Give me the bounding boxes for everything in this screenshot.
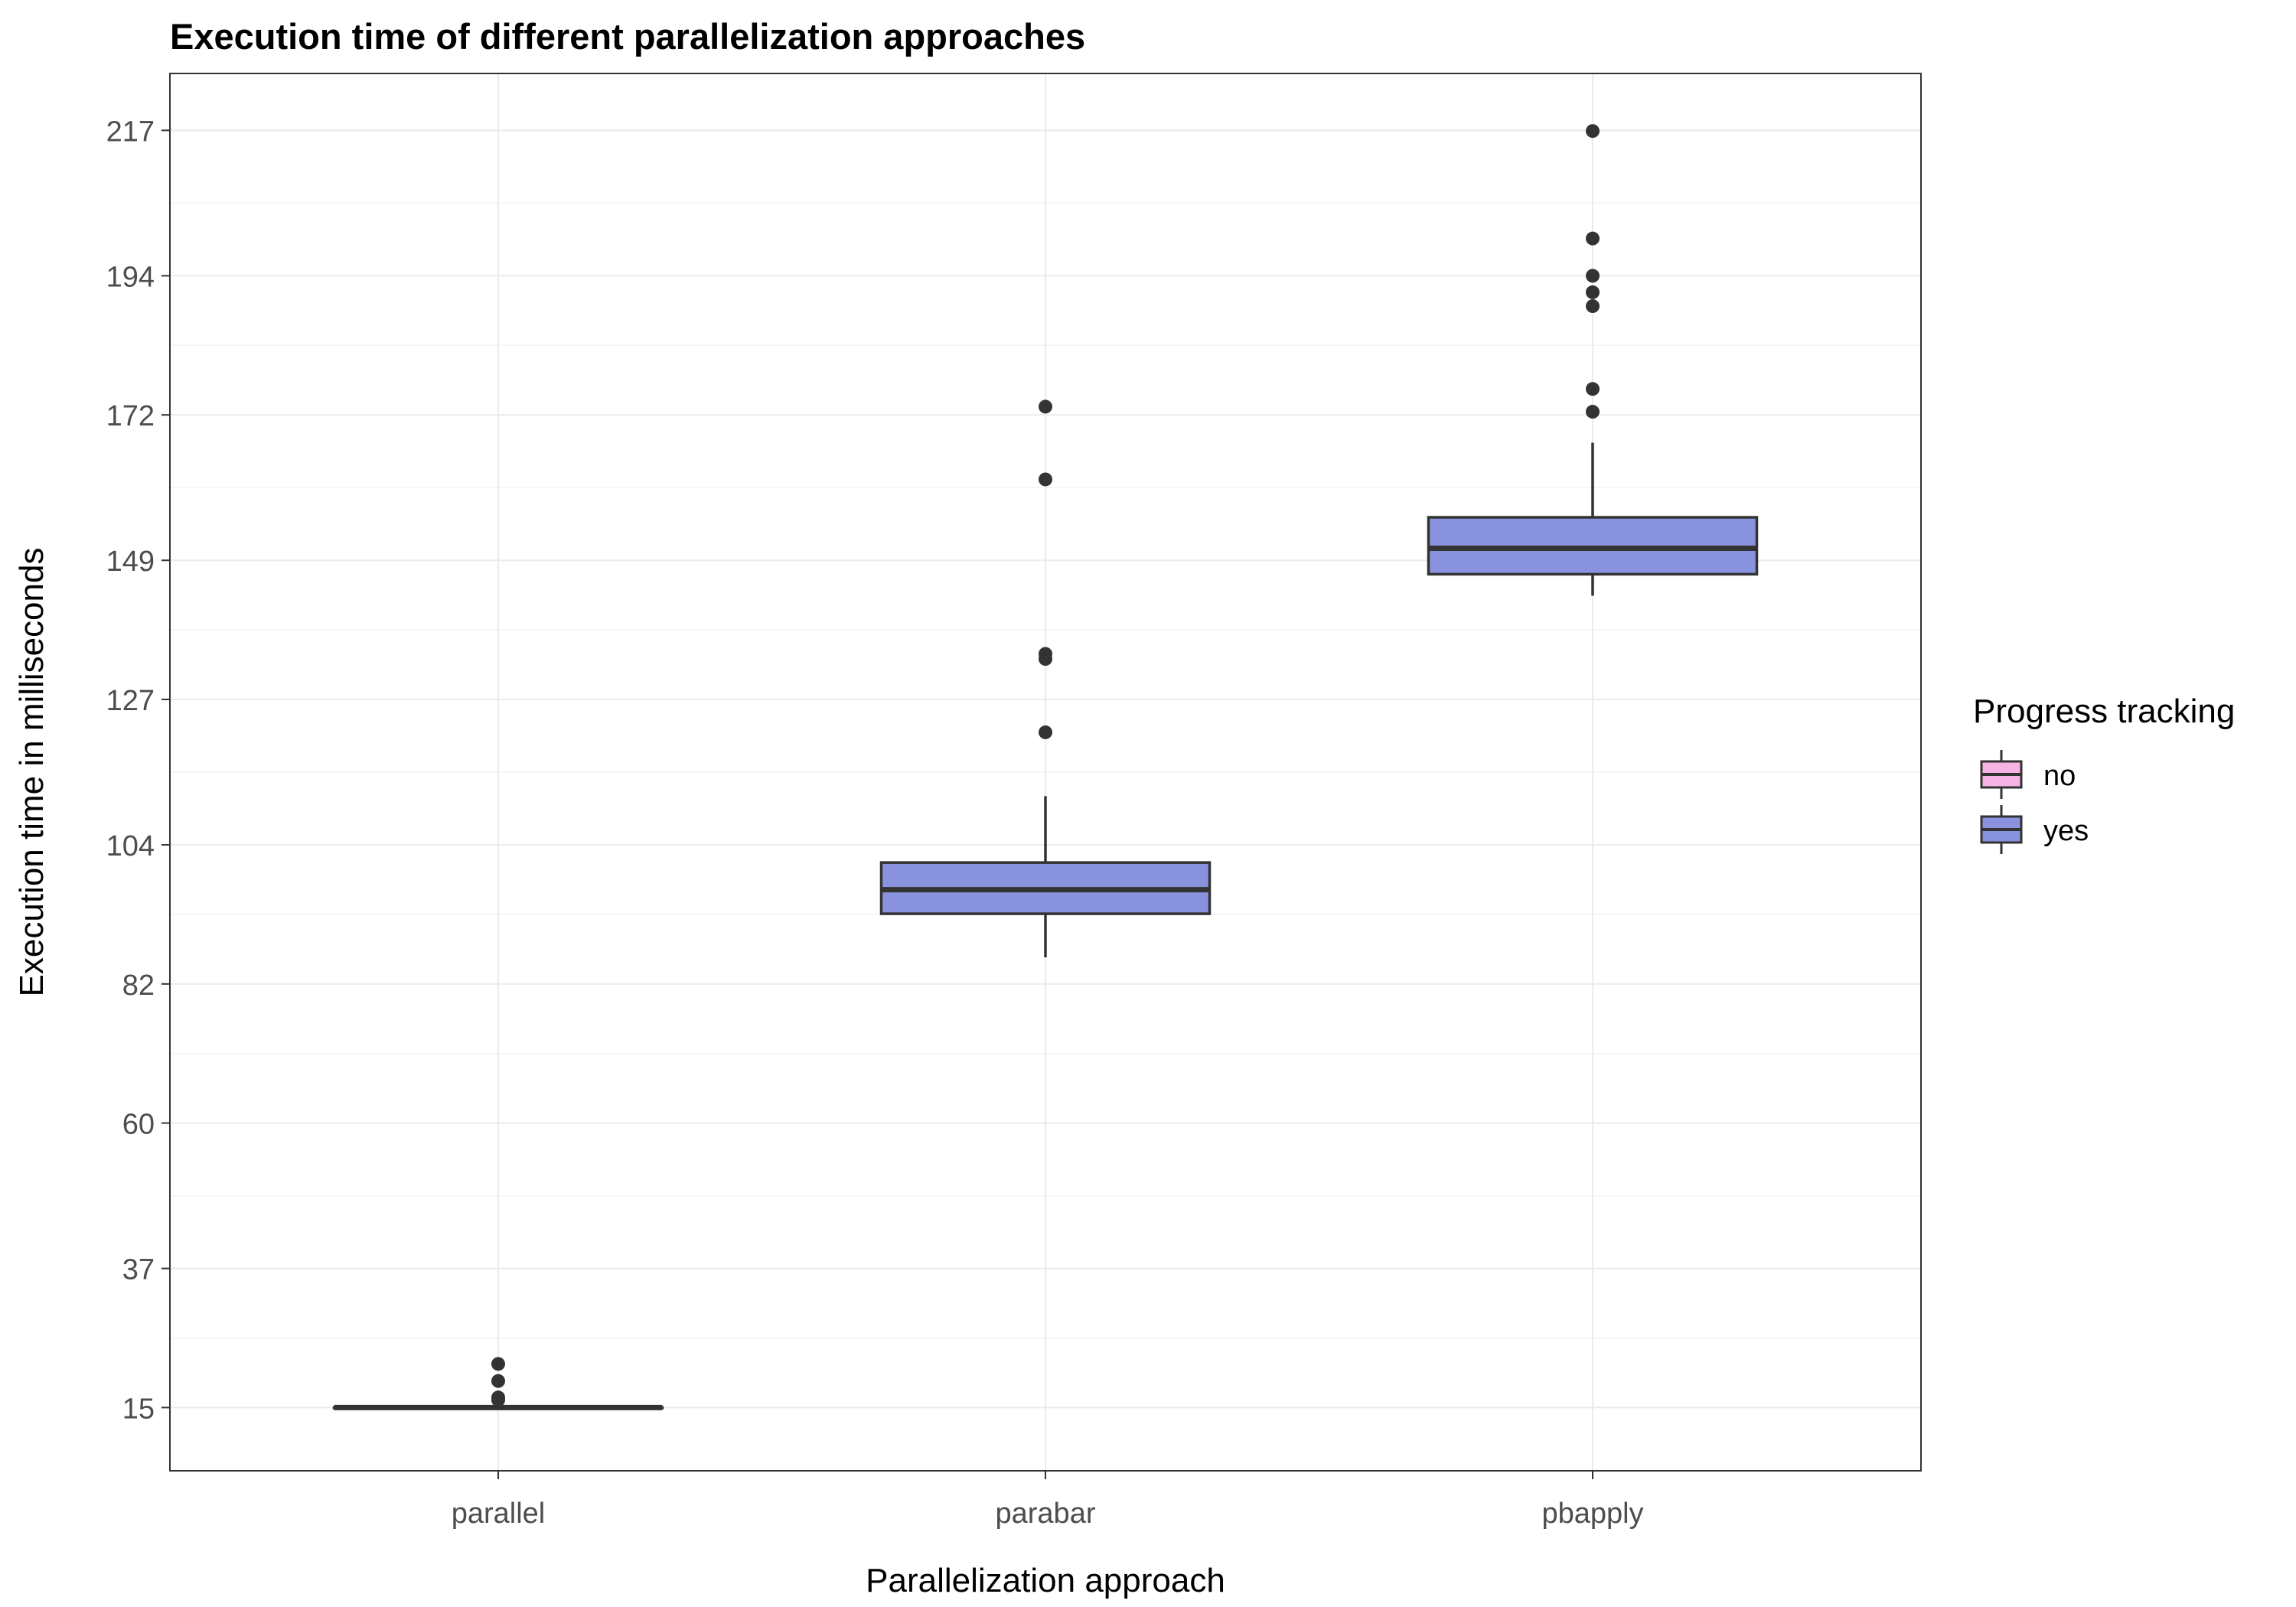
x-tick-label: parallel [452, 1498, 546, 1530]
outlier-point [1586, 285, 1600, 299]
outlier-point [1586, 299, 1600, 314]
y-tick-label: 37 [122, 1254, 155, 1286]
legend-item-no: no [1980, 750, 2076, 799]
outlier-point [491, 1374, 505, 1388]
outlier-point [491, 1390, 505, 1405]
outlier-point [1586, 405, 1600, 419]
box-layer [332, 124, 1759, 1410]
legend-item-yes: yes [1980, 805, 2089, 854]
legend-label: no [2043, 760, 2076, 792]
grid-lines [170, 73, 1921, 1471]
y-tick-label: 217 [106, 116, 155, 148]
outlier-point [1586, 124, 1600, 139]
chart-title: Execution time of different parallelizat… [170, 16, 1085, 57]
outlier-point [1039, 647, 1052, 661]
outlier-point [1039, 399, 1052, 414]
boxplot-pbapply [1427, 124, 1759, 596]
boxplot-parabar [879, 399, 1212, 958]
boxplot-parallel [332, 1357, 664, 1410]
y-axis-title: Execution time in milliseconds [13, 548, 51, 997]
outlier-point [1039, 472, 1052, 487]
outlier-point [1039, 725, 1052, 739]
y-tick-label: 82 [122, 970, 155, 1002]
x-axis: parallel parabar pbapply [452, 1471, 1644, 1530]
outlier-point [491, 1357, 505, 1371]
y-axis: 15 37 60 82 104 127 149 172 194 217 [106, 116, 170, 1425]
legend: Progress tracking no yes [1973, 693, 2235, 854]
outlier-point [1586, 231, 1600, 246]
y-tick-label: 60 [122, 1109, 155, 1141]
y-tick-label: 127 [106, 685, 155, 717]
outlier-point [1586, 269, 1600, 283]
x-tick-label: pbapply [1541, 1498, 1643, 1530]
legend-title: Progress tracking [1973, 693, 2235, 730]
y-tick-label: 172 [106, 400, 155, 432]
x-axis-title: Parallelization approach [866, 1562, 1225, 1599]
legend-entries: no yes [1980, 750, 2089, 854]
legend-label: yes [2043, 815, 2089, 847]
x-tick-label: parabar [996, 1498, 1096, 1530]
y-tick-label: 149 [106, 546, 155, 578]
y-tick-label: 194 [106, 261, 155, 293]
y-tick-label: 15 [122, 1393, 155, 1425]
outlier-point [1586, 382, 1600, 396]
y-tick-label: 104 [106, 830, 155, 862]
